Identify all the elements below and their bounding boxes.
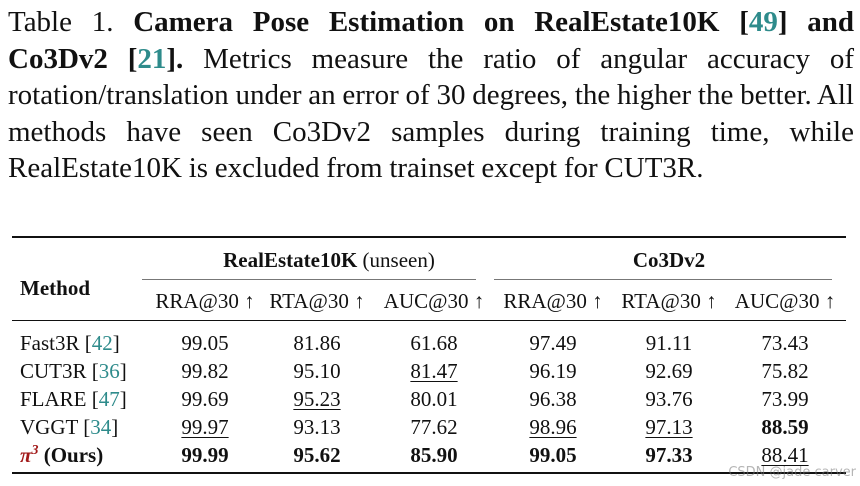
method-name: FLARE [47] — [20, 387, 127, 411]
citation-link[interactable]: 21 — [137, 42, 167, 75]
table-cell: 61.68 — [410, 331, 458, 355]
table-cell: 95.62 — [293, 443, 341, 467]
citation-link[interactable]: 42 — [91, 331, 113, 355]
column-header: RTA@30 ↑ — [269, 289, 365, 313]
method-header: Method — [20, 276, 90, 300]
table-cell: 80.01 — [410, 387, 458, 411]
citation-link[interactable]: 49 — [748, 6, 778, 38]
table-cell: 81.86 — [293, 331, 341, 355]
group-rule — [494, 279, 832, 280]
table-cell: 96.19 — [529, 359, 577, 383]
table-cell: 97.33 — [645, 443, 693, 467]
table-cell: 93.13 — [293, 415, 341, 439]
table-cell: 73.43 — [761, 331, 809, 355]
table-cell: 88.41 — [761, 443, 809, 467]
table-bottom-rule — [12, 472, 846, 474]
table-caption: Table 1. Camera Pose Estimation on RealE… — [8, 4, 854, 187]
table-cell: 98.96 — [529, 415, 577, 439]
caption-label: Table 1. — [8, 6, 114, 38]
citation-link[interactable]: 36 — [98, 359, 120, 383]
table-cell: 97.49 — [529, 331, 577, 355]
table-cell: 75.82 — [761, 359, 809, 383]
table-cell: 92.69 — [645, 359, 693, 383]
table-cell: 99.97 — [181, 415, 229, 439]
table-cell: 99.69 — [181, 387, 229, 411]
group-header-realestate: RealEstate10K (unseen) — [223, 248, 435, 272]
table-cell: 99.82 — [181, 359, 229, 383]
caption-body: Metrics measure the ratio of angular acc… — [8, 42, 855, 185]
table-cell: 91.11 — [645, 331, 693, 355]
group-header-co3dv2: Co3Dv2 — [632, 248, 706, 272]
table-cell: 99.05 — [529, 443, 577, 467]
table-cell: 77.62 — [410, 415, 458, 439]
table-cell: 93.76 — [645, 387, 693, 411]
column-header: AUC@30 ↑ — [383, 289, 485, 313]
column-header: AUC@30 ↑ — [734, 289, 836, 313]
table-cell: 85.90 — [410, 443, 458, 467]
table-cell: 99.05 — [181, 331, 229, 355]
table-cell: 99.99 — [181, 443, 229, 467]
citation-link[interactable]: 34 — [90, 415, 112, 439]
table-cell: 95.23 — [293, 387, 341, 411]
table-cell: 95.10 — [293, 359, 341, 383]
caption-title: Camera Pose Estimation on RealEstate10K … — [8, 6, 854, 75]
table-cell: 81.47 — [410, 359, 458, 383]
citation-link[interactable]: 47 — [98, 387, 120, 411]
table-top-rule — [12, 236, 846, 238]
watermark: CSDN @jade carver — [728, 465, 856, 480]
method-name: π3 (Ours) — [20, 443, 104, 467]
table-cell: 88.59 — [761, 415, 809, 439]
table-cell: 73.99 — [761, 387, 809, 411]
header-rule — [12, 320, 846, 321]
group-rule — [142, 279, 476, 280]
column-header: RRA@30 ↑ — [155, 289, 255, 313]
column-header: RRA@30 ↑ — [503, 289, 603, 313]
method-name: Fast3R [42] — [20, 331, 120, 355]
column-header: RTA@30 ↑ — [621, 289, 717, 313]
table-cell: 96.38 — [529, 387, 577, 411]
method-name: CUT3R [36] — [20, 359, 127, 383]
method-name: VGGT [34] — [20, 415, 119, 439]
table-cell: 97.13 — [645, 415, 693, 439]
